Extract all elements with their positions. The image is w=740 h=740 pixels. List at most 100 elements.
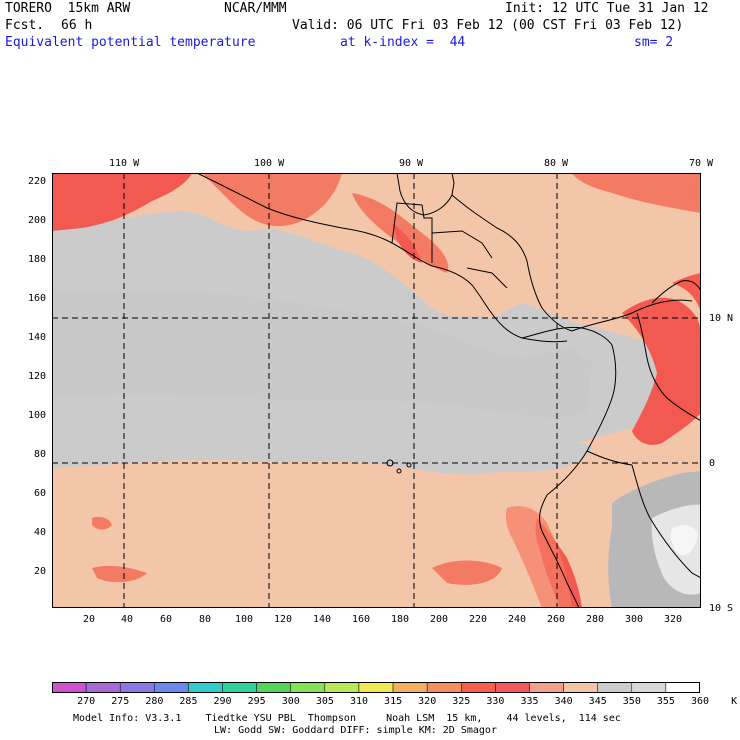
colombia-border	[571, 299, 693, 332]
mexico-coast	[196, 173, 433, 267]
legend-label: 305	[315, 696, 334, 707]
model-info-line1: Model Info: V3.3.1 Tiedtke YSU PBL Thomp…	[73, 713, 621, 724]
y-tick: 80	[33, 449, 46, 460]
lat-label-0: 0	[709, 458, 716, 469]
legend-label: K	[731, 696, 738, 707]
field-band-360-andes	[670, 525, 698, 556]
x-tick: 320	[664, 614, 683, 625]
forecast-label: Fcst.	[5, 18, 45, 33]
y-tick: 220	[27, 176, 46, 187]
field-band-335-sw1	[92, 516, 112, 530]
field-band-330-andes-north	[622, 297, 701, 445]
x-tick: 40	[121, 614, 134, 625]
legend-swatch	[324, 682, 360, 693]
y-tick: 20	[33, 566, 46, 577]
legend-swatch	[154, 682, 189, 693]
y-tick: 100	[27, 410, 46, 421]
peru-coast	[539, 494, 580, 608]
legend-label: 360	[691, 696, 710, 707]
valid-time: Valid: 06 UTC Fri 03 Feb 12 (00 CST Fri …	[292, 18, 684, 33]
model-info-line2: LW: Godd SW: Goddard DIFF: simple KM: 2D…	[214, 725, 497, 736]
legend-swatch	[85, 682, 121, 693]
smoothing-label: sm= 2	[634, 35, 674, 50]
y-tick: 140	[27, 332, 46, 343]
theta-e-map	[52, 173, 701, 608]
colombia-venezuela-border	[636, 312, 701, 422]
field-band-335-sw3	[432, 560, 502, 585]
lon-label-100w: 100 W	[254, 158, 285, 169]
legend-label: 330	[486, 696, 505, 707]
x-tick: 260	[547, 614, 566, 625]
legend-label: 270	[77, 696, 96, 707]
legend-swatch	[495, 682, 530, 693]
legend-label: 300	[281, 696, 300, 707]
legend-swatch	[222, 682, 257, 693]
x-tick: 160	[352, 614, 371, 625]
y-tick: 60	[33, 488, 46, 499]
legend-label: 350	[622, 696, 641, 707]
lon-label-90w: 90 W	[399, 158, 424, 169]
legend-label: 315	[384, 696, 403, 707]
peru-border	[631, 464, 701, 579]
field-band-350-center	[52, 290, 592, 418]
legend-label: 285	[179, 696, 198, 707]
x-tick: 120	[274, 614, 293, 625]
legend-label: 295	[247, 696, 266, 707]
legend-swatch	[665, 682, 700, 693]
legend-label: 335	[520, 696, 539, 707]
x-tick: 280	[586, 614, 605, 625]
legend-swatch	[426, 682, 462, 693]
nicaragua-border	[466, 267, 508, 289]
legend-label: 355	[656, 696, 675, 707]
legend-swatch	[563, 682, 598, 693]
caribbean-coast	[451, 194, 573, 332]
level-index: at k-index = 44	[340, 35, 466, 50]
y-tick: 160	[27, 293, 46, 304]
legend-swatch	[119, 682, 155, 693]
honduras-border	[431, 230, 493, 259]
legend-label: 275	[111, 696, 130, 707]
x-tick: 140	[313, 614, 332, 625]
field-name: Equivalent potential temperature	[5, 35, 256, 50]
x-tick: 180	[391, 614, 410, 625]
legend-swatch	[597, 682, 633, 693]
legend-swatch	[290, 682, 326, 693]
legend-label: 320	[418, 696, 437, 707]
legend-label: 290	[213, 696, 232, 707]
x-tick: 100	[235, 614, 254, 625]
legend-swatch	[529, 682, 564, 693]
lat-label-10n: 10 N	[709, 313, 734, 324]
field-band-335-north	[202, 173, 342, 227]
legend-swatch	[256, 682, 291, 693]
legend-swatch	[52, 682, 87, 693]
x-tick: 20	[83, 614, 96, 625]
venezuela-coast	[651, 280, 701, 304]
lon-label-80w: 80 W	[544, 158, 569, 169]
y-tick: 200	[27, 215, 46, 226]
x-tick: 300	[625, 614, 644, 625]
legend-swatch	[392, 682, 428, 693]
legend-label: 340	[554, 696, 573, 707]
x-tick: 240	[508, 614, 527, 625]
y-tick: 40	[33, 527, 46, 538]
organization-label: NCAR/MMM	[224, 1, 287, 16]
central-america-coast	[431, 265, 568, 343]
guatemala-border	[391, 202, 433, 263]
legend-label: 310	[349, 696, 368, 707]
legend-label: 280	[145, 696, 164, 707]
legend-swatch	[461, 682, 496, 693]
color-legend	[52, 682, 700, 693]
y-tick: 180	[27, 254, 46, 265]
legend-label: 345	[588, 696, 607, 707]
legend-swatch	[358, 682, 394, 693]
init-time: Init: 12 UTC Tue 31 Jan 12	[505, 1, 709, 16]
y-tick: 120	[27, 371, 46, 382]
lon-label-70w: 70 W	[689, 158, 714, 169]
x-tick: 220	[469, 614, 488, 625]
x-tick: 200	[430, 614, 449, 625]
legend-swatch	[631, 682, 667, 693]
x-tick: 80	[199, 614, 212, 625]
legend-label: 325	[452, 696, 471, 707]
lon-label-110w: 110 W	[109, 158, 140, 169]
field-band-330-nw	[52, 173, 192, 231]
